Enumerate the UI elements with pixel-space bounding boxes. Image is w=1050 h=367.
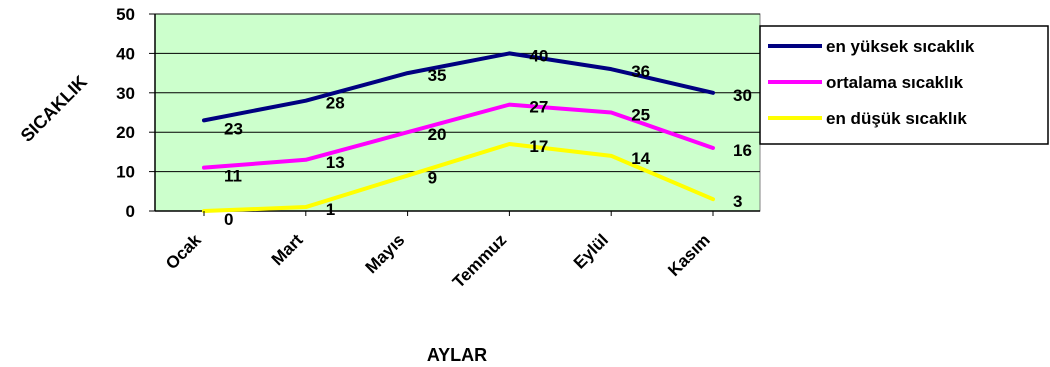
data-label: 36 [631,62,650,81]
y-tick-label: 0 [126,202,135,221]
series-lines [202,51,715,213]
series-line [202,51,715,123]
y-tick-label: 40 [116,44,135,63]
data-label: 30 [733,86,752,105]
data-label: 16 [733,141,752,160]
series-line [202,142,715,213]
y-tick-label: 10 [116,163,135,182]
legend-entry: en yüksek sıcaklık [826,37,975,56]
legend-entry: en düşük sıcaklık [826,109,967,128]
data-label: 35 [428,66,447,85]
data-label: 25 [631,106,650,125]
x-tick-label: Kasım [664,230,714,280]
legend: en yüksek sıcaklık ortalama sıcaklık en dü… [759,25,1049,145]
data-label: 17 [529,137,548,156]
axes [154,14,760,212]
x-tick-label: Temmuz [449,230,510,291]
data-label: 9 [428,169,437,188]
y-tick-label: 50 [116,5,135,24]
data-label: 20 [428,125,447,144]
data-label: 23 [224,119,243,138]
legend-entry: ortalama sıcaklık [826,73,964,92]
data-label: 40 [529,46,548,65]
series-line [202,102,715,170]
data-label: 13 [326,153,345,172]
data-label: 11 [224,167,242,186]
y-tick-label: 20 [116,123,135,142]
x-tick-labels: Ocak Mart Mayıs Temmuz Eylül Kasım [162,211,714,292]
y-tick-label: 30 [116,84,135,103]
x-axis-title: AYLAR [427,345,487,365]
data-label: 27 [529,98,548,117]
data-labels: 23 28 35 40 36 30 11 13 20 27 25 16 0 1 9 17 14 3 [224,46,752,229]
data-label: 28 [326,94,345,113]
x-tick-label: Mart [268,230,307,269]
x-tick-label: Ocak [162,230,205,273]
x-tick-label: Mayıs [362,230,409,277]
data-label: 0 [224,210,233,229]
data-label: 1 [326,200,335,219]
y-axis-title: SICAKLIK [17,72,91,146]
y-tick-labels: 0 10 20 30 40 50 [116,5,135,221]
data-label: 14 [631,149,650,168]
x-tick-label: Eylül [570,230,612,272]
data-label: 3 [733,192,742,211]
